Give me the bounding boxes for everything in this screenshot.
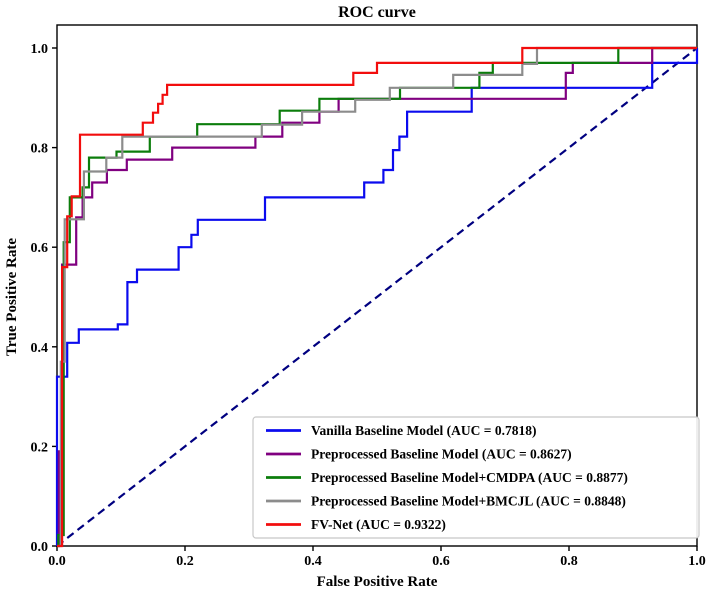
legend-box xyxy=(252,416,700,539)
x-tick-label: 1.0 xyxy=(688,554,706,569)
y-tick-label: 1.0 xyxy=(31,42,49,57)
legend-label: Preprocessed Baseline Model+BMCJL (AUC =… xyxy=(311,494,626,509)
legend-group: Vanilla Baseline Model (AUC = 0.7818) Pre… xyxy=(252,416,700,539)
legend-entry: Vanilla Baseline Model (AUC = 0.7818) xyxy=(266,423,536,438)
chart-title: ROC curve xyxy=(338,4,416,21)
x-tick-label: 0.4 xyxy=(304,554,322,569)
x-axis-label: False Positive Rate xyxy=(317,574,438,590)
x-axis-ticks: 0.0 0.2 0.4 0.6 0.8 1.0 xyxy=(48,546,706,569)
chance-diagonal-line xyxy=(56,47,698,547)
roc-curve-preprocessed-baseline xyxy=(57,46,697,548)
legend-entry: Preprocessed Baseline Model (AUC = 0.862… xyxy=(266,447,572,462)
legend-entry: Preprocessed Baseline Model+CMDPA (AUC =… xyxy=(266,470,628,485)
legend-entry: FV-Net (AUC = 0.9322) xyxy=(266,517,446,532)
y-axis-ticks: 0.0 0.2 0.4 0.6 0.8 1.0 xyxy=(31,42,57,555)
legend-label: Preprocessed Baseline Model+CMDPA (AUC =… xyxy=(311,470,628,485)
plot-border xyxy=(56,24,698,547)
y-tick-label: 0.2 xyxy=(31,440,49,455)
x-tick-label: 0.6 xyxy=(432,554,450,569)
y-tick-label: 0.8 xyxy=(31,142,49,157)
legend-label: Vanilla Baseline Model (AUC = 0.7818) xyxy=(311,423,536,438)
roc-curves-group xyxy=(55,46,699,548)
y-tick-label: 0.0 xyxy=(31,540,49,555)
y-axis-label: True Positive Rate xyxy=(4,238,20,356)
y-tick-label: 0.6 xyxy=(31,241,49,256)
legend-label: FV-Net (AUC = 0.9322) xyxy=(311,517,446,532)
x-tick-label: 0.8 xyxy=(560,554,578,569)
chance-diagonal-group xyxy=(56,47,698,547)
legend-entry: Preprocessed Baseline Model+BMCJL (AUC =… xyxy=(266,494,626,509)
x-tick-label: 0.0 xyxy=(48,554,66,569)
y-tick-label: 0.4 xyxy=(31,341,49,356)
legend-label: Preprocessed Baseline Model (AUC = 0.862… xyxy=(311,447,572,462)
x-tick-label: 0.2 xyxy=(176,554,194,569)
roc-curve-vanilla-baseline xyxy=(55,48,699,546)
roc-curve-fv-net xyxy=(57,46,697,548)
